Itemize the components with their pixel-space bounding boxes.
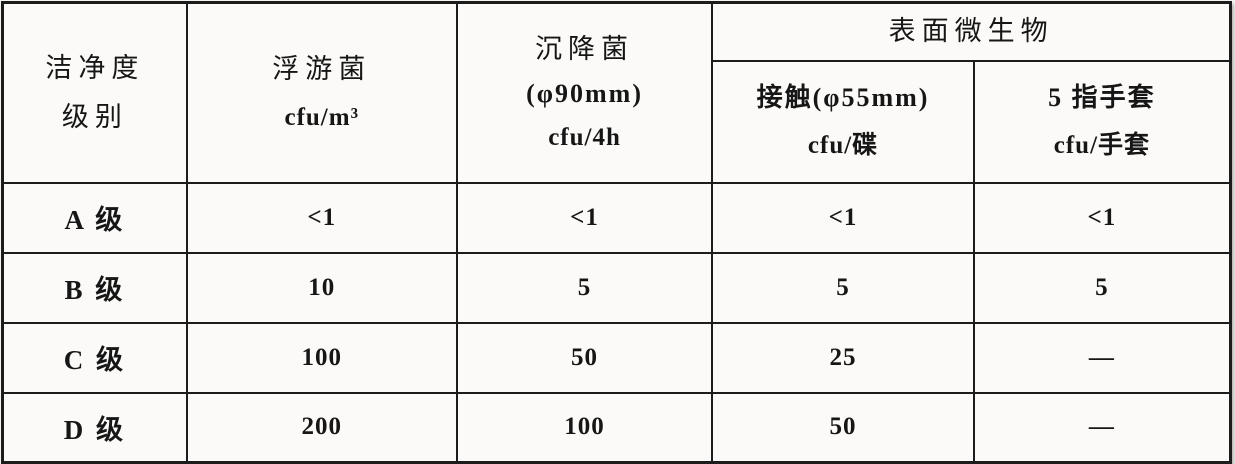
header-contact-unit: cfu/碟: [807, 132, 879, 159]
cell-level: D 级: [1, 391, 188, 464]
header-airborne-bacteria: 浮游菌 cfu/m³: [185, 1, 458, 184]
cell-level: B 级: [1, 251, 188, 324]
header-contact-line1: 接触(φ55mm): [756, 83, 930, 112]
table-row-grade-d: D 级 200 100 50 —: [1, 391, 1232, 464]
header-settling-bacteria: 沉降菌 (φ90mm) cfu/4h: [455, 1, 714, 184]
header-airborne-line1: 浮游菌: [272, 53, 372, 84]
cell-settling: 100: [455, 391, 714, 464]
header-surface-microbes-group: 表面微生物: [711, 1, 1232, 62]
header-cleanliness-level: 洁净度 级别: [1, 1, 188, 184]
header-settling-diameter: (φ90mm): [526, 78, 643, 108]
header-settling-line1: 沉降菌: [535, 33, 635, 64]
cell-glove: 5: [972, 251, 1232, 324]
table-row-grade-b: B 级 10 5 5 5: [1, 251, 1232, 324]
cell-glove: <1: [972, 181, 1232, 254]
cell-contact: <1: [711, 181, 975, 254]
cell-airborne: 100: [185, 321, 458, 394]
table-row-grade-a: A 级 <1 <1 <1 <1: [1, 181, 1232, 254]
cell-contact: 50: [711, 391, 975, 464]
cell-settling: <1: [455, 181, 714, 254]
cell-airborne: <1: [185, 181, 458, 254]
header-surface-microbes-label: 表面微生物: [888, 16, 1054, 47]
header-glove-line1: 5 指手套: [1048, 83, 1156, 112]
cell-airborne: 200: [185, 391, 458, 464]
header-glove-unit: cfu/手套: [1053, 132, 1151, 159]
cell-settling: 5: [455, 251, 714, 324]
cell-contact: 25: [711, 321, 975, 394]
header-airborne-unit: cfu/m³: [284, 103, 360, 131]
cell-settling: 50: [455, 321, 714, 394]
header-contact-plate: 接触(φ55mm) cfu/碟: [711, 59, 975, 184]
table-row-grade-c: C 级 100 50 25 —: [1, 321, 1232, 394]
cell-level: C 级: [1, 321, 188, 394]
cell-glove: —: [972, 321, 1232, 394]
header-settling-unit: cfu/4h: [548, 123, 621, 151]
header-cleanliness-line2: 级别: [61, 101, 128, 132]
header-glove: 5 指手套 cfu/手套: [972, 59, 1232, 184]
cell-airborne: 10: [185, 251, 458, 324]
cell-glove: —: [972, 391, 1232, 464]
header-cleanliness-line1: 洁净度: [45, 52, 145, 83]
cell-level: A 级: [1, 181, 188, 254]
cell-contact: 5: [711, 251, 975, 324]
